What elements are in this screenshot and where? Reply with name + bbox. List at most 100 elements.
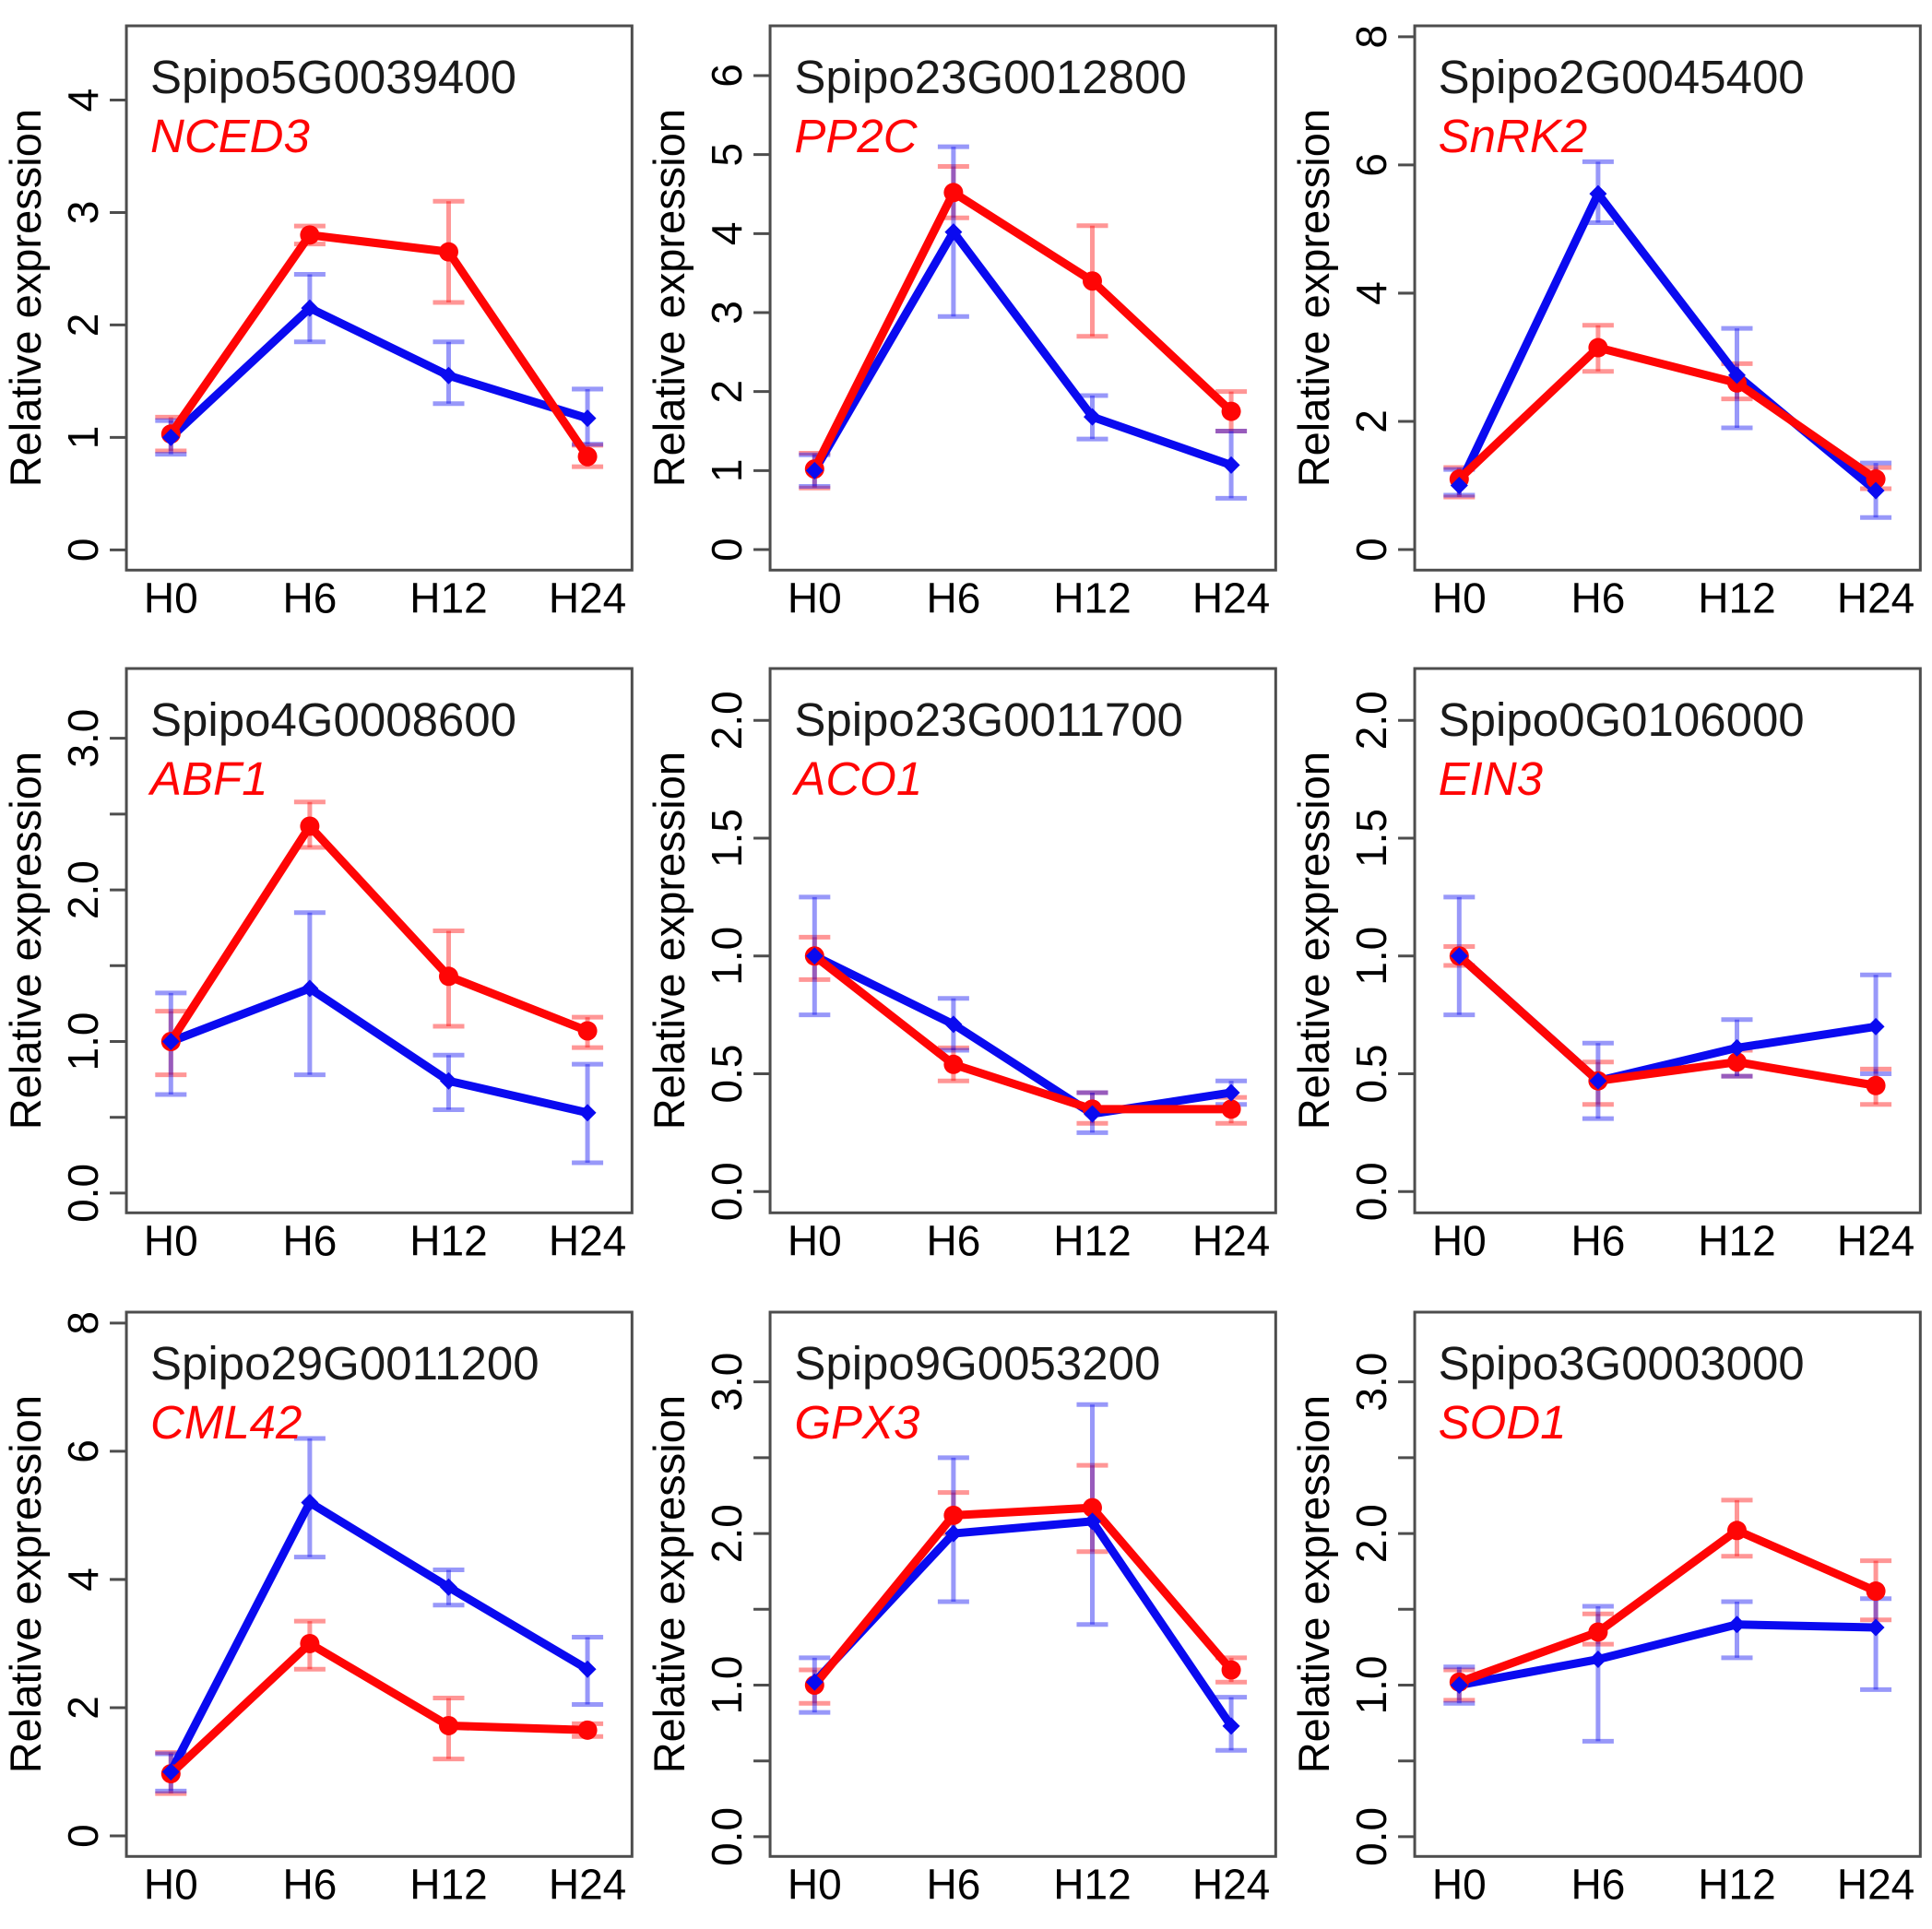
series-line-red (811, 1503, 1236, 1689)
y-tick-label: 3.0 (1347, 1352, 1395, 1411)
y-tick-label: 0.5 (703, 1045, 751, 1104)
x-tick-label: H12 (1054, 1217, 1132, 1265)
data-point-circle (943, 1505, 964, 1525)
data-point-diamond (1589, 1072, 1607, 1091)
series-line-blue (1454, 1619, 1880, 1689)
gene-expression-panel-CML42: 0 2 4 6 8 H0 H6 H12 H24 Relative expression Spipo… (0, 1286, 644, 1929)
data-point-circle (1866, 1076, 1886, 1096)
series-line-red (166, 822, 592, 1047)
data-point-diamond (161, 428, 180, 446)
series-line-red (166, 231, 592, 461)
x-tick-label: H6 (282, 1217, 337, 1265)
x-tick-label: H12 (1698, 574, 1775, 621)
gene-expression-panel-PP2C: 0 1 2 3 4 5 6 H0 H6 H12 H24 Relative expression Spi… (644, 0, 1287, 643)
y-tick-label: 4 (59, 1568, 107, 1592)
x-tick-label: H12 (409, 574, 487, 621)
data-point-diamond (1589, 1650, 1607, 1668)
data-point-circle (1726, 1520, 1747, 1540)
x-tick-label: H0 (788, 1217, 842, 1265)
y-tick-label: 1.5 (1347, 809, 1395, 868)
y-tick-label: 2.0 (703, 692, 751, 751)
series-line-blue (166, 984, 592, 1118)
x-tick-label: H6 (282, 1860, 337, 1908)
line-chart-GPX3: 0.0 1.0 2.0 3.0 H0 H6 H12 H24 Relative expressio… (645, 1310, 1278, 1908)
y-axis-label: Relative expression (645, 751, 693, 1130)
series-line-blue (166, 1497, 592, 1776)
y-tick-label: 0 (703, 538, 751, 562)
x-tick-label: H24 (1837, 1217, 1914, 1265)
y-tick-label: 1.5 (703, 809, 751, 868)
x-tick-label: H24 (1192, 574, 1270, 621)
gene-id-label: Spipo4G0008600 (150, 693, 517, 747)
gene-expression-panel-ABF1: 0.0 1.0 2.0 3.0 H0 H6 H12 H24 Relative expressio… (0, 643, 644, 1285)
gene-id-label: Spipo23G0012800 (794, 51, 1187, 103)
series-line-blue (166, 303, 592, 442)
y-tick-label: 0.0 (1347, 1163, 1395, 1222)
data-point-circle (1221, 1660, 1241, 1680)
y-tick-label: 1 (59, 426, 107, 450)
data-point-diamond (578, 1104, 597, 1122)
series-line-blue (1454, 189, 1880, 495)
data-point-circle (1588, 337, 1608, 358)
line-chart-SOD1: 0.0 1.0 2.0 3.0 H0 H6 H12 H24 Relative expressio… (1289, 1310, 1922, 1908)
x-tick-label: H12 (1698, 1217, 1775, 1265)
y-tick-label: 0.0 (59, 1164, 107, 1223)
y-tick-label: 3.0 (703, 1352, 751, 1411)
gene-id-label: Spipo0G0106000 (1438, 693, 1805, 747)
data-point-circle (1588, 1622, 1608, 1642)
line-chart-ABF1: 0.0 1.0 2.0 3.0 H0 H6 H12 H24 Relative expressio… (1, 667, 634, 1265)
x-tick-label: H24 (1837, 574, 1914, 621)
data-point-circle (1866, 469, 1886, 490)
data-point-diamond (578, 1660, 597, 1678)
gene-name-label: CML42 (150, 1395, 302, 1449)
x-tick-label: H24 (549, 1217, 626, 1265)
data-point-circle (1221, 401, 1241, 421)
gene-id-label: Spipo23G0011700 (794, 693, 1183, 747)
x-tick-label: H6 (1570, 1860, 1625, 1908)
data-point-circle (577, 1021, 598, 1041)
x-tick-label: H24 (1192, 1217, 1270, 1265)
data-point-circle (1083, 271, 1103, 291)
y-tick-label: 1.0 (703, 1655, 751, 1714)
gene-name-label: SnRK2 (1438, 110, 1588, 162)
y-tick-label: 0 (59, 538, 107, 562)
y-tick-label: 4 (703, 222, 751, 246)
x-tick-label: H24 (1837, 1860, 1914, 1908)
y-tick-label: 4 (59, 89, 107, 112)
series-line-blue (1454, 952, 1880, 1086)
x-tick-label: H12 (409, 1217, 487, 1265)
series-line-blue (811, 1517, 1236, 1731)
x-tick-label: H0 (144, 1217, 198, 1265)
y-tick-label: 2.0 (1347, 692, 1395, 751)
x-tick-label: H6 (1570, 574, 1625, 621)
y-tick-label: 2 (1347, 409, 1395, 433)
line-chart-NCED3: 0 1 2 3 4 H0 H6 H12 H24 Relative expression (1, 24, 634, 621)
y-tick-label: 1.0 (1347, 1655, 1395, 1714)
plot-frame (1413, 24, 1922, 572)
data-point-circle (438, 1715, 458, 1735)
y-axis-label: Relative expression (1, 751, 50, 1130)
y-tick-label: 2 (703, 380, 751, 404)
data-point-circle (1083, 1497, 1103, 1518)
data-point-circle (300, 816, 320, 836)
y-tick-label: 0.0 (1347, 1807, 1395, 1866)
line-chart-SnRK2: 0 2 4 6 8 H0 H6 H12 H24 Relative expression (1289, 24, 1922, 621)
x-tick-label: H0 (144, 1860, 198, 1908)
y-axis-label: Relative expression (1289, 109, 1338, 487)
y-tick-label: 2.0 (59, 860, 107, 919)
x-tick-label: H0 (1432, 1860, 1487, 1908)
gene-id-label: Spipo5G0039400 (150, 51, 517, 103)
plot-frame (768, 667, 1278, 1215)
y-tick-label: 1.0 (59, 1012, 107, 1071)
y-tick-label: 8 (59, 1311, 107, 1335)
y-tick-label: 3 (703, 301, 751, 325)
gene-expression-panel-SOD1: 0.0 1.0 2.0 3.0 H0 H6 H12 H24 Relative expressio… (1288, 1286, 1932, 1929)
data-point-diamond (1589, 184, 1607, 203)
data-point-diamond (301, 1493, 319, 1511)
plot-frame (768, 24, 1278, 572)
gene-id-label: Spipo9G0053200 (794, 1336, 1161, 1390)
plot-frame (124, 24, 634, 572)
y-tick-label: 0.0 (703, 1807, 751, 1866)
x-tick-label: H24 (549, 574, 626, 621)
